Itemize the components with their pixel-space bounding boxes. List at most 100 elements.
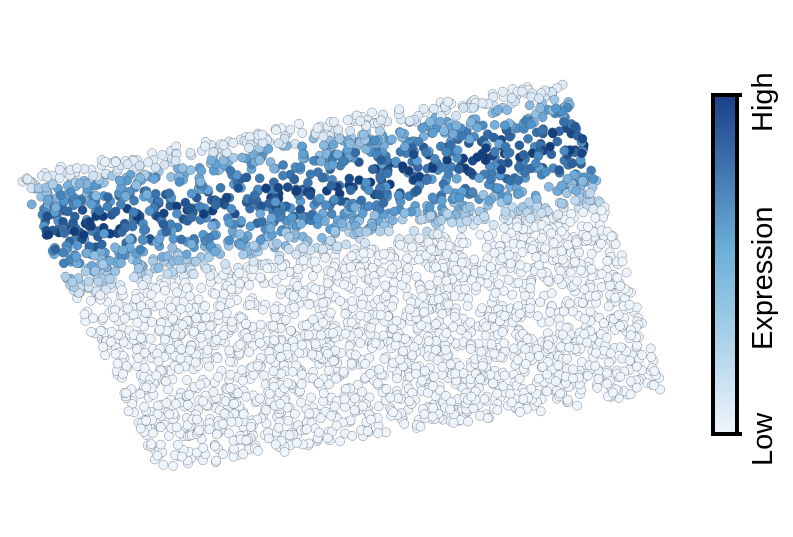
cell-point — [382, 168, 393, 179]
cell-point — [326, 410, 336, 421]
cell-point — [423, 336, 434, 346]
cell-point — [294, 119, 304, 129]
cell-point — [291, 249, 302, 260]
cell-point — [448, 129, 458, 139]
cell-point — [270, 439, 281, 450]
cell-point — [567, 158, 577, 169]
cell-point — [289, 174, 299, 185]
cell-point — [451, 265, 461, 275]
cell-point — [435, 385, 445, 396]
cell-point — [390, 340, 401, 351]
cell-point — [98, 342, 108, 352]
cell-point — [177, 451, 187, 462]
cell-point — [451, 110, 461, 121]
cell-point — [318, 131, 329, 142]
cell-point — [515, 308, 525, 319]
cell-point — [79, 309, 90, 320]
cell-point — [296, 219, 306, 229]
cell-point — [307, 349, 317, 360]
cell-point — [225, 356, 235, 367]
cell-point — [545, 307, 555, 317]
cell-point — [476, 346, 487, 357]
cell-point — [255, 319, 266, 330]
cell-point — [588, 204, 599, 214]
cell-point — [235, 229, 245, 239]
cell-point — [429, 154, 440, 164]
cell-point — [327, 160, 338, 170]
cell-point — [416, 214, 427, 225]
cell-point — [431, 262, 441, 272]
cell-point — [235, 240, 246, 250]
cell-point — [104, 274, 115, 284]
cell-point — [176, 234, 186, 245]
cell-point — [152, 450, 163, 461]
cell-point — [551, 376, 561, 387]
cell-point — [375, 173, 386, 184]
cell-point — [347, 296, 357, 306]
cell-point — [261, 405, 271, 415]
cell-point — [429, 371, 439, 382]
cell-point — [323, 433, 333, 443]
cell-point — [357, 387, 367, 397]
cell-point — [521, 359, 531, 369]
cell-point — [278, 160, 288, 170]
cell-point — [329, 194, 340, 205]
cell-point — [439, 126, 449, 136]
cell-point — [137, 280, 148, 290]
cell-point — [507, 289, 518, 300]
cell-point — [213, 310, 224, 320]
cell-point — [401, 273, 411, 284]
cell-point — [404, 234, 414, 244]
cell-point — [290, 408, 300, 419]
cell-point — [447, 217, 457, 228]
cell-point — [118, 369, 128, 379]
cell-point — [477, 98, 488, 108]
cell-point — [177, 320, 188, 330]
cell-point — [72, 163, 82, 173]
cell-point — [181, 249, 192, 260]
cell-point — [275, 399, 286, 409]
cell-point — [129, 195, 139, 206]
cell-point — [457, 131, 467, 141]
cell-point — [168, 313, 178, 324]
cell-point — [363, 185, 374, 195]
cell-point — [580, 313, 590, 324]
cell-point — [188, 269, 199, 280]
cell-point — [264, 433, 274, 444]
cell-point — [520, 344, 531, 354]
cell-point — [226, 204, 237, 214]
cell-point — [43, 229, 54, 240]
cell-point — [158, 460, 169, 470]
cell-point — [185, 148, 196, 158]
cell-point — [454, 192, 465, 203]
spatial-expression-plot — [17, 79, 665, 471]
cell-point — [467, 187, 478, 197]
cell-point — [170, 155, 181, 166]
cell-point — [549, 94, 560, 105]
cell-point — [198, 443, 208, 453]
cell-point — [171, 422, 182, 433]
cell-point — [218, 419, 228, 429]
cell-point — [489, 247, 500, 258]
cell-point — [437, 309, 448, 319]
cell-point — [407, 242, 417, 252]
cell-point — [515, 407, 525, 417]
cell-point — [625, 389, 636, 400]
cell-point — [513, 278, 524, 288]
cell-point — [123, 406, 134, 417]
cell-point — [257, 304, 268, 315]
cell-point — [88, 171, 98, 181]
cell-point — [613, 310, 624, 320]
cell-point — [238, 409, 249, 419]
cell-point — [479, 211, 490, 222]
cell-point — [185, 345, 195, 356]
cell-point — [489, 348, 499, 359]
cell-point — [373, 428, 383, 438]
cell-point — [245, 221, 256, 232]
cell-point — [116, 258, 126, 268]
cell-point — [355, 338, 365, 348]
cell-point — [237, 152, 247, 163]
cell-point — [368, 164, 378, 175]
cell-point — [471, 281, 482, 292]
cell-point — [431, 344, 441, 355]
